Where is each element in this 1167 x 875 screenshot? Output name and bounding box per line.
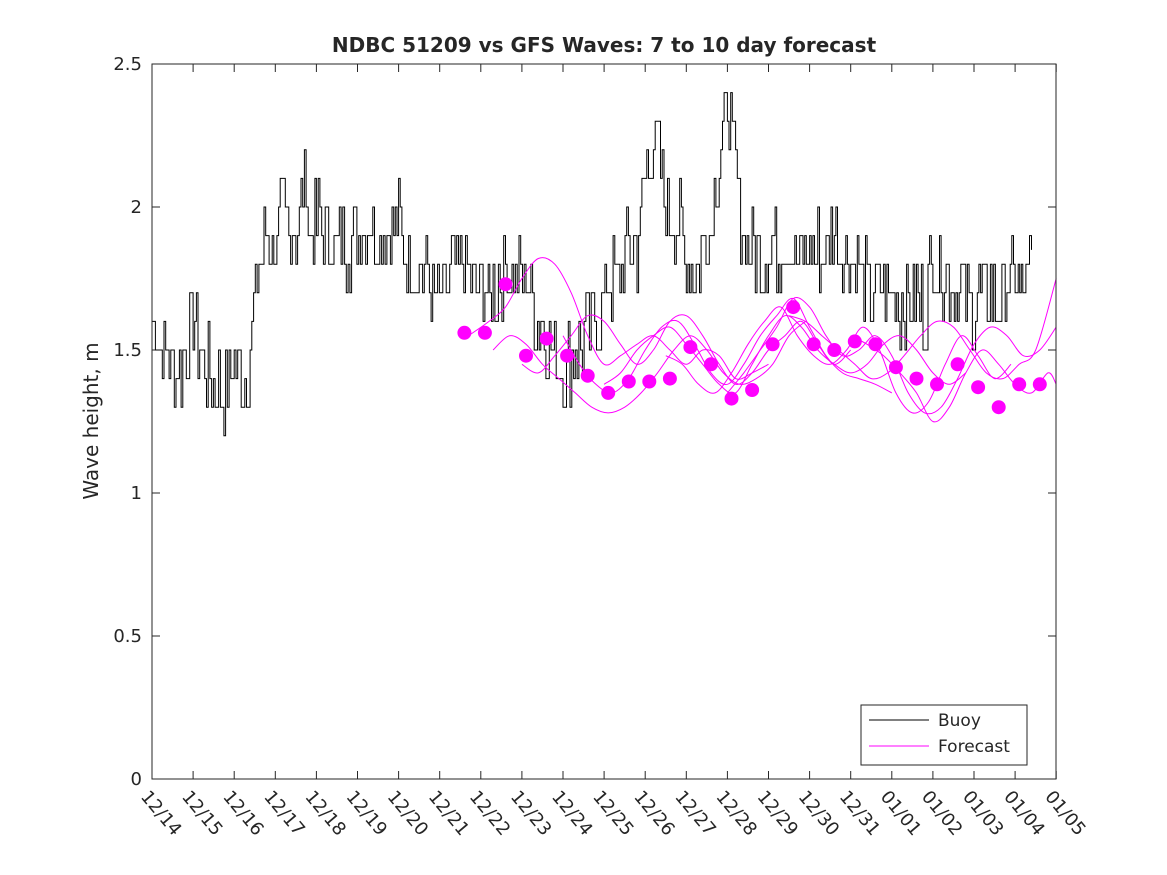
forecast-marker [745, 383, 760, 397]
forecast-run-line [850, 335, 1057, 423]
legend-forecast-label: Forecast [938, 737, 1010, 757]
y-tick-label: 2 [131, 197, 142, 218]
forecast-marker [621, 374, 636, 389]
forecast-marker [806, 337, 821, 352]
y-axis-label: Wave height, m [79, 342, 103, 499]
forecast-marker [539, 331, 554, 346]
forecast-marker [765, 337, 780, 352]
axes-box [151, 63, 1057, 780]
buoy-series [152, 92, 1032, 437]
y-tick-label: 0.5 [113, 626, 142, 647]
forecast-marker [827, 343, 842, 357]
forecast-marker [786, 300, 801, 315]
forecast-marker [888, 360, 903, 375]
forecast-marker [560, 348, 575, 363]
y-tick-label: 2.5 [113, 54, 142, 75]
forecast-run-line [727, 297, 1057, 415]
forecast-markers [457, 277, 1047, 415]
buoy-line [152, 92, 1032, 437]
forecast-marker [868, 337, 883, 352]
forecast-marker [580, 368, 595, 383]
forecast-marker [991, 400, 1006, 415]
forecast-marker [971, 380, 986, 395]
forecast-marker [950, 357, 965, 372]
forecast-marker [519, 348, 533, 363]
y-tick-label: 0 [131, 769, 142, 790]
forecast-marker [498, 277, 513, 292]
legend: Buoy Forecast [860, 704, 1028, 766]
forecast-run-line [665, 306, 1012, 414]
forecast-marker [457, 325, 472, 340]
forecast-marker [642, 374, 657, 389]
forecast-marker [704, 357, 718, 372]
forecast-marker [477, 325, 492, 340]
forecast-run-line [468, 257, 769, 380]
forecast-marker [847, 334, 862, 349]
forecast-run-line [603, 315, 967, 395]
forecast-marker [1032, 377, 1047, 392]
y-tick-label: 1 [131, 483, 142, 504]
forecast-marker [724, 391, 739, 406]
plot-area [152, 64, 1056, 779]
forecast-marker [930, 377, 944, 392]
forecast-marker [1012, 377, 1027, 392]
chart-title: NDBC 51209 vs GFS Waves: 7 to 10 day for… [332, 33, 877, 57]
y-tick-label: 1.5 [113, 340, 142, 361]
forecast-run-line [521, 314, 852, 385]
legend-box [860, 704, 1028, 766]
forecast-marker [601, 385, 616, 400]
forecast-run-line [562, 297, 893, 394]
legend-buoy-label: Buoy [938, 711, 981, 731]
forecast-marker [909, 371, 924, 386]
y-axis-ticks: 0 0.5 1 1.5 2 2.5 [113, 54, 1056, 790]
forecast-marker [683, 340, 698, 355]
forecast-marker [662, 371, 677, 386]
